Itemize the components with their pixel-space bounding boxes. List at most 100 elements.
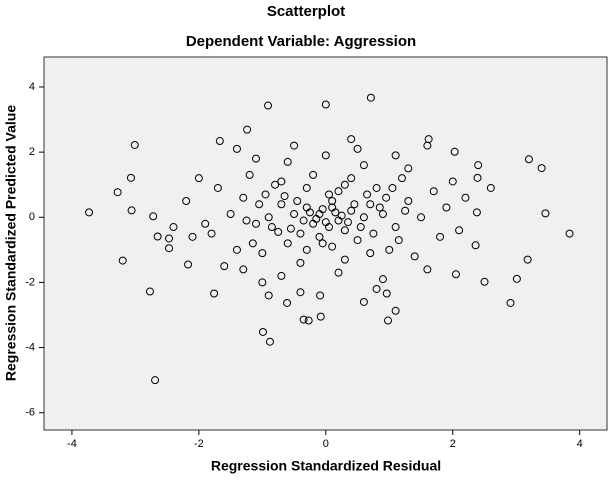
point xyxy=(207,229,216,238)
point xyxy=(283,157,292,166)
point xyxy=(261,190,270,199)
point xyxy=(255,200,264,209)
point xyxy=(347,135,356,144)
x-axis-label: Regression Standardized Residual xyxy=(211,458,441,474)
point xyxy=(436,232,445,241)
point xyxy=(232,245,241,254)
point xyxy=(366,200,375,209)
point xyxy=(151,376,160,385)
point xyxy=(286,224,295,233)
point xyxy=(290,141,299,150)
point xyxy=(182,196,191,205)
chart-subtitle: Dependent Variable: Aggression xyxy=(186,33,416,50)
point xyxy=(165,234,174,243)
point xyxy=(384,316,393,325)
point xyxy=(153,232,162,241)
point xyxy=(353,144,362,153)
point xyxy=(226,210,235,219)
point xyxy=(391,223,400,232)
y-tick-label: 2 xyxy=(29,146,35,158)
point xyxy=(423,265,432,274)
point xyxy=(334,187,343,196)
point xyxy=(243,125,252,134)
point xyxy=(296,229,305,238)
point xyxy=(302,183,311,192)
point xyxy=(472,208,481,217)
point xyxy=(299,216,308,225)
point xyxy=(565,229,574,238)
point xyxy=(404,196,413,205)
point xyxy=(264,101,273,110)
y-tick-label: -6 xyxy=(25,407,35,419)
y-tick-label: -4 xyxy=(25,341,35,353)
point xyxy=(239,265,248,274)
point xyxy=(283,239,292,248)
point xyxy=(293,196,302,205)
point xyxy=(350,200,359,209)
point xyxy=(267,223,276,232)
point xyxy=(232,144,241,153)
point xyxy=(382,289,391,298)
point xyxy=(318,205,327,214)
point xyxy=(302,245,311,254)
x-tick-label: -4 xyxy=(67,438,77,450)
point xyxy=(213,183,222,192)
point xyxy=(397,174,406,183)
y-tick-label: -2 xyxy=(25,276,35,288)
point xyxy=(541,209,550,218)
point xyxy=(429,187,438,196)
x-tick-label: 4 xyxy=(577,438,583,450)
point xyxy=(451,270,460,279)
y-tick-label: 0 xyxy=(29,211,35,223)
point xyxy=(328,203,337,212)
point xyxy=(450,147,459,156)
point xyxy=(321,218,330,227)
point xyxy=(130,140,139,149)
point xyxy=(474,161,483,170)
point xyxy=(347,174,356,183)
point xyxy=(506,298,515,307)
point xyxy=(375,203,384,212)
point xyxy=(391,151,400,160)
point xyxy=(378,210,387,219)
point xyxy=(299,315,308,324)
point xyxy=(334,268,343,277)
point xyxy=(126,173,135,182)
point xyxy=(283,298,292,307)
point xyxy=(169,223,178,232)
point xyxy=(149,212,158,221)
point xyxy=(423,141,432,150)
point xyxy=(264,291,273,300)
point xyxy=(344,218,353,227)
point xyxy=(471,241,480,250)
point xyxy=(394,236,403,245)
point xyxy=(340,180,349,189)
point xyxy=(321,151,330,160)
point xyxy=(239,193,248,202)
point xyxy=(258,249,267,258)
point xyxy=(359,213,368,222)
point xyxy=(537,164,546,173)
point xyxy=(372,183,381,192)
point xyxy=(328,242,337,251)
point xyxy=(251,219,260,228)
point xyxy=(448,177,457,186)
point xyxy=(480,277,489,286)
point xyxy=(321,100,330,109)
point xyxy=(201,219,210,228)
point xyxy=(258,278,267,287)
point xyxy=(113,188,122,197)
point xyxy=(309,170,318,179)
point xyxy=(296,288,305,297)
point xyxy=(486,183,495,192)
point xyxy=(188,232,197,241)
point xyxy=(410,252,419,261)
point xyxy=(524,155,533,164)
point xyxy=(382,193,391,202)
point xyxy=(372,284,381,293)
point xyxy=(366,93,375,102)
point xyxy=(337,211,346,220)
point xyxy=(220,262,229,271)
point xyxy=(274,227,283,236)
